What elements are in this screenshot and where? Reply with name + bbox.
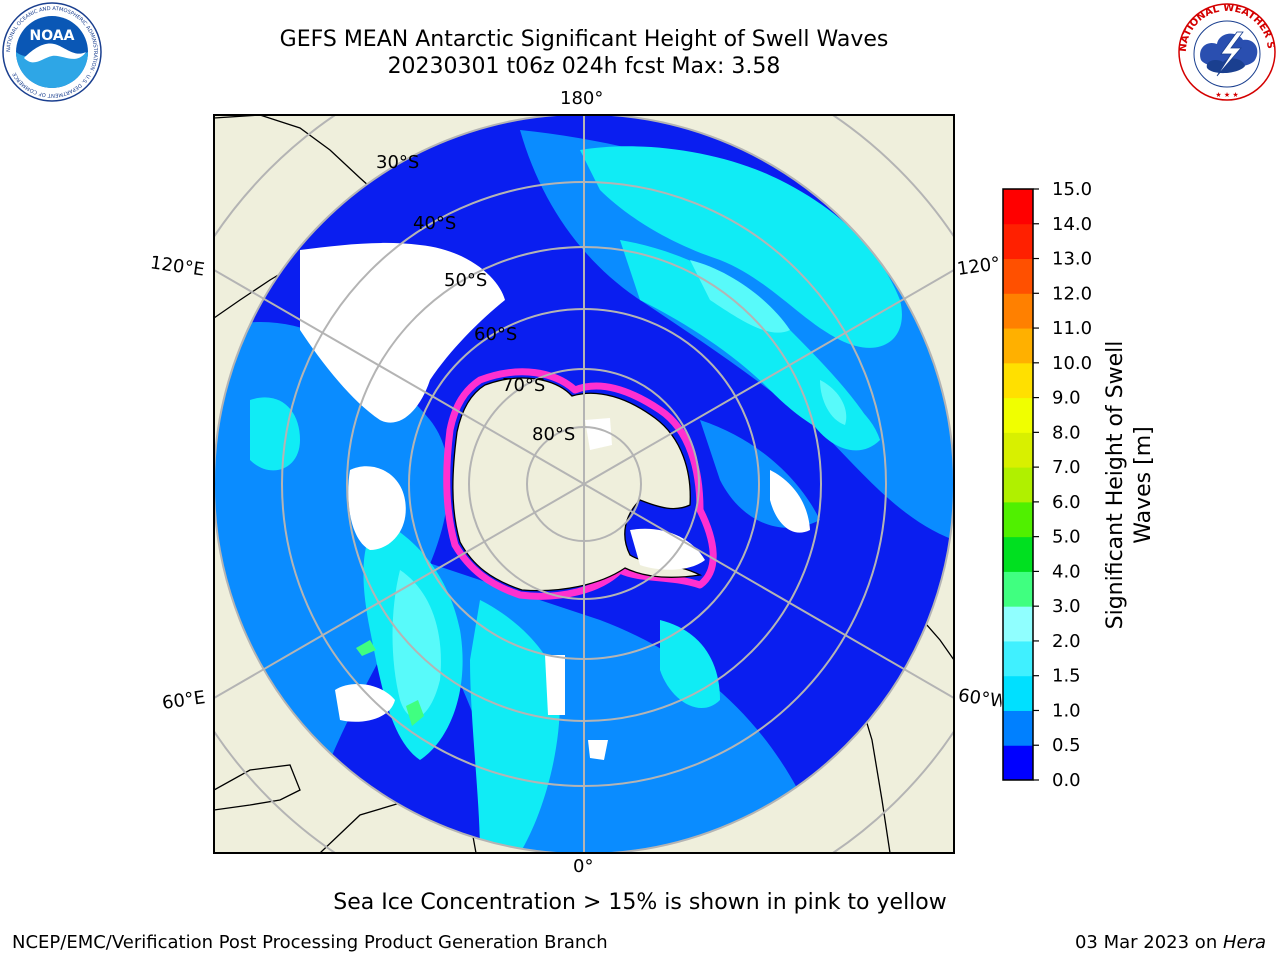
colorbar-segment (1003, 258, 1033, 294)
colorbar-tick-label: 8.0 (1052, 422, 1081, 443)
colorbar-segment (1003, 640, 1033, 677)
lat-label-50s: 50°S (444, 270, 488, 291)
colorbar-tick-label: 4.0 (1052, 561, 1081, 582)
colorbar-segment (1003, 397, 1033, 433)
colorbar-frame (1002, 188, 1034, 781)
colorbar-segment (1003, 293, 1033, 329)
lon-label-bottom: 0° (573, 856, 594, 877)
lon-label-top: 180° (560, 88, 604, 109)
colorbar-segment (1003, 362, 1033, 399)
colorbar-tick-label: 3.0 (1052, 596, 1081, 617)
nws-logo: NATIONAL WEATHER SERVICE ★ ★ ★ (1177, 2, 1276, 101)
footer-branch: NCEP/EMC/Verification Post Processing Pr… (12, 932, 608, 953)
colorbar-tick-label: 0.5 (1052, 735, 1081, 756)
lat-label-40s: 40°S (413, 213, 457, 234)
weddell-white-shelf (630, 528, 705, 570)
lat-label-70s: 70°S (502, 375, 546, 396)
sea-ice-caption: Sea Ice Concentration > 15% is shown in … (333, 890, 947, 915)
colorbar-segment (1003, 223, 1033, 260)
swell-band-2 (250, 146, 902, 853)
swell-high-patches (356, 640, 424, 726)
colorbar-segment (1003, 710, 1033, 746)
colorbar-tick-label: 1.0 (1052, 700, 1081, 721)
lat-label-30s: 30°S (376, 152, 420, 173)
africa-land (214, 764, 301, 811)
lat-label-80s: 80°S (532, 424, 576, 445)
colorbar-segment (1003, 467, 1033, 503)
graticule (214, 115, 954, 853)
colorbar-segment (1003, 432, 1033, 468)
colorbar-segment (1003, 675, 1033, 711)
colorbar-title-line2: Waves [m] (1131, 426, 1156, 544)
colorbar-segment (1003, 571, 1033, 607)
antarctica-ice-edge (443, 368, 717, 600)
colorbar: 0.0 0.5 1.0 1.5 2.0 3.0 4.0 5.0 6.0 7.0 8.0 9.0 10.0… (1002, 179, 1092, 791)
colorbar-segment (1003, 745, 1033, 781)
colorbar-tick-label: 10.0 (1052, 353, 1092, 374)
colorbar-tick-label: 11.0 (1052, 318, 1092, 339)
colorbar-title-line1: Significant Height of Swell (1103, 340, 1128, 630)
chart-title: GEFS MEAN Antarctic Significant Height o… (279, 27, 889, 52)
colorbar-tick-label: 13.0 (1052, 249, 1092, 270)
footer-machine: Hera (1222, 932, 1266, 953)
footer-date-text: 03 Mar 2023 on (1074, 932, 1223, 953)
colorbar-tick-label: 15.0 (1052, 179, 1092, 200)
colorbar-tick-label: 6.0 (1052, 492, 1081, 513)
colorbar-tick-label: 9.0 (1052, 388, 1081, 409)
swell-band-3 (392, 260, 847, 718)
colorbar-tick-label: 5.0 (1052, 527, 1081, 548)
colorbar-segment (1003, 328, 1033, 364)
svg-text:★ ★ ★: ★ ★ ★ (1215, 91, 1238, 99)
map-frame (213, 114, 955, 854)
noaa-text: NOAA (30, 28, 75, 44)
colorbar-tick-label: 7.0 (1052, 457, 1081, 478)
noaa-logo: NATIONAL OCEANIC AND ATMOSPHERIC ADMINIS… (2, 2, 102, 102)
colorbar-tick-label: 0.0 (1052, 770, 1081, 791)
ross-white-shelf (585, 418, 612, 450)
colorbar-segment (1003, 606, 1033, 642)
colorbar-tick-label: 14.0 (1052, 214, 1092, 235)
colorbar-segment (1003, 189, 1033, 225)
colorbar-tick-label: 2.0 (1052, 631, 1081, 652)
lat-label-60s: 60°S (474, 324, 518, 345)
colorbar-tick-label: 1.5 (1052, 666, 1081, 687)
colorbar-tick-label: 12.0 (1052, 283, 1092, 304)
footer-date: 03 Mar 2023 on Hera (1075, 932, 1266, 953)
chart-subtitle: 20230301 t06z 024h fcst Max: 3.58 (387, 54, 781, 79)
colorbar-segment (1003, 501, 1033, 538)
colorbar-segment (1003, 536, 1033, 572)
